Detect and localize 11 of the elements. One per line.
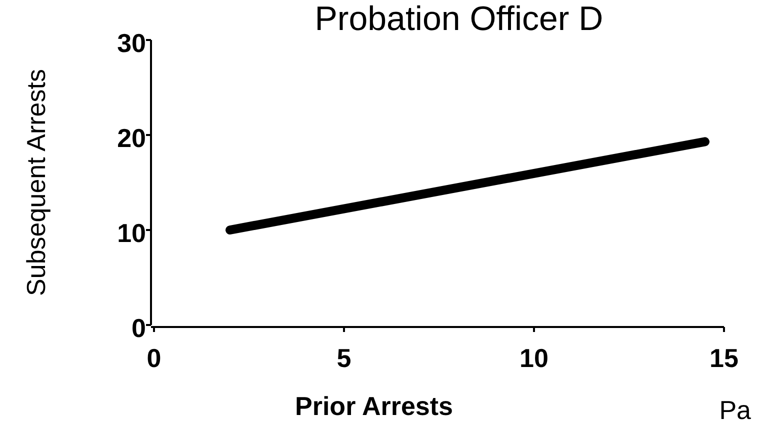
x-axis-title: Prior Arrests <box>295 391 453 421</box>
x-tick-label: 10 <box>520 343 548 373</box>
y-tick-label: 0 <box>132 313 146 343</box>
y-tick-label: 10 <box>117 218 146 248</box>
y-axis-title: Subsequent Arrests <box>21 69 51 296</box>
y-tick-label: 20 <box>117 123 146 153</box>
x-tick-label: 5 <box>336 343 352 373</box>
text: Pa <box>719 395 752 425</box>
chart-title: Probation Officer D <box>314 0 604 38</box>
x-tick-label: 15 <box>710 343 738 373</box>
y-tick-label: 30 <box>117 28 146 58</box>
